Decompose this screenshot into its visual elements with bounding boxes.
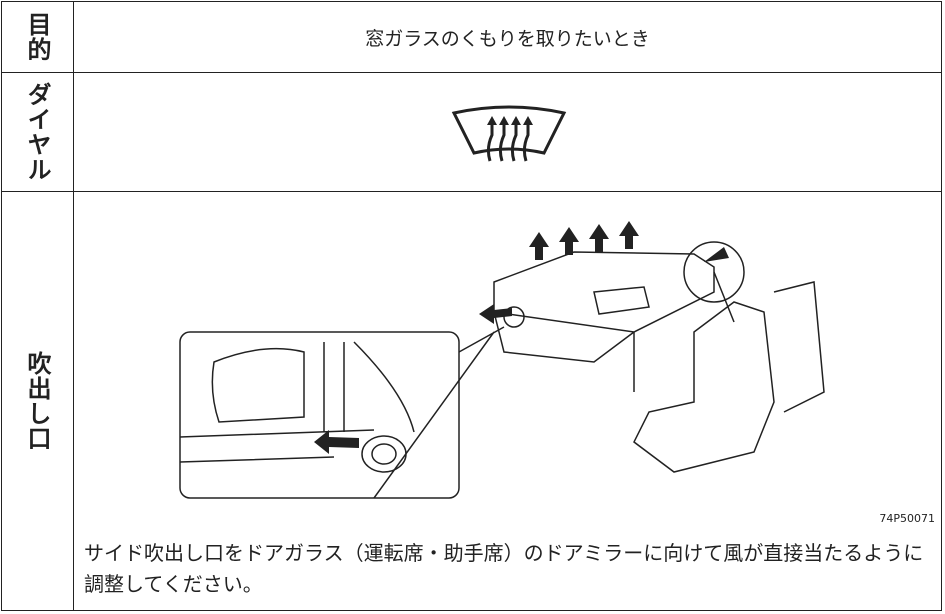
row: 目的 窓ガラスのくもりを取りたいとき <box>2 2 941 73</box>
row-label: 吹出し口 <box>23 351 51 451</box>
cell-text: 窓ガラスのくもりを取りたいとき <box>365 27 650 50</box>
defroster-icon <box>451 105 567 162</box>
row: ダイヤル <box>2 73 941 192</box>
illustration <box>179 221 825 499</box>
cell: 74P50071 サイド吹出し口をドアガラス（運転席・助手席）のドアミラーに向け… <box>74 192 941 610</box>
cell: 窓ガラスのくもりを取りたいとき <box>74 2 941 72</box>
row-label-cell: 吹出し口 <box>2 192 74 610</box>
row-label-cell: ダイヤル <box>2 73 74 191</box>
cell <box>74 73 941 191</box>
row-label-cell: 目的 <box>2 2 74 72</box>
cell-text: サイド吹出し口をドアガラス（運転席・助手席）のドアミラーに向けて風が直接当たるよ… <box>84 541 924 596</box>
figure-code: 74P50071 <box>879 512 935 525</box>
row-label: ダイヤル <box>23 82 51 182</box>
row: 吹出し口 <box>2 192 941 610</box>
row-label: 目的 <box>23 12 51 62</box>
